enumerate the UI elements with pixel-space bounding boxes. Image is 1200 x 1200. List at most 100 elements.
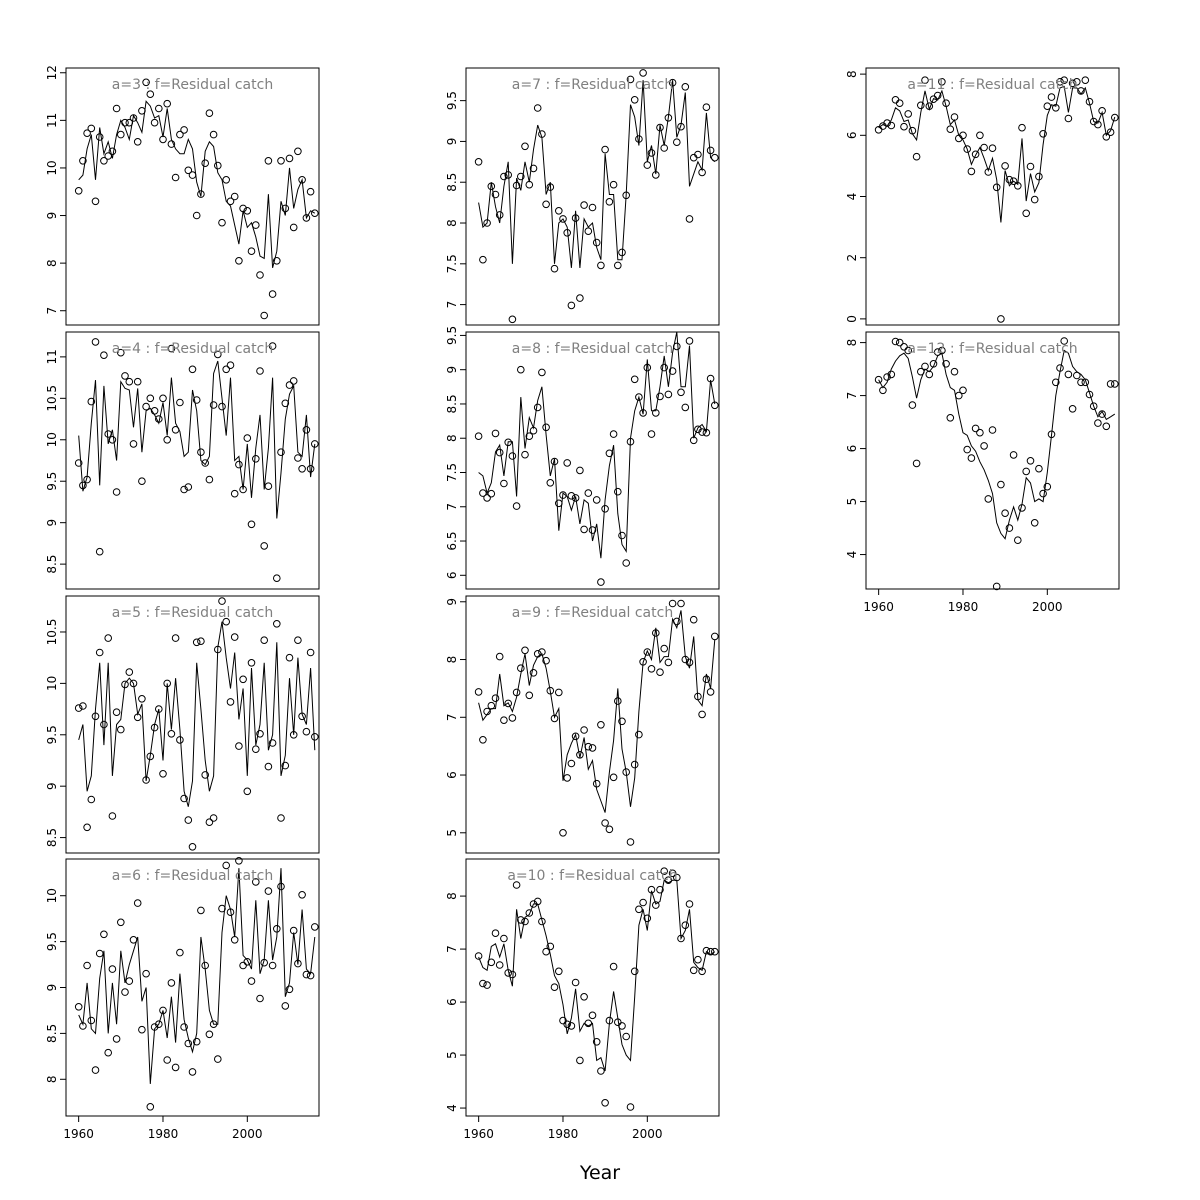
data-point [91, 712, 100, 721]
y-tick-label: 9.5 [445, 326, 459, 345]
data-point [100, 157, 108, 165]
data-point [664, 658, 673, 667]
data-point [525, 909, 534, 917]
data-point [622, 768, 631, 776]
data-point [129, 936, 138, 944]
data-point [1026, 162, 1035, 171]
data-point [163, 1056, 171, 1064]
data-point [639, 409, 647, 417]
data-point [614, 1018, 622, 1027]
data-point [285, 381, 294, 389]
data-point [146, 394, 155, 403]
data-point [226, 361, 235, 370]
data-point [1001, 162, 1009, 170]
data-point [605, 1016, 614, 1025]
data-point [614, 261, 622, 270]
data-point [702, 428, 711, 437]
data-point [500, 479, 508, 488]
data-point [508, 452, 517, 460]
data-point [546, 686, 555, 695]
data-point [976, 131, 984, 140]
y-tick-label: 11 [45, 349, 59, 364]
data-point [222, 617, 230, 626]
data-point [626, 1103, 635, 1111]
y-tick-label: 7 [445, 503, 459, 511]
data-point [155, 1020, 163, 1028]
data-point [521, 646, 529, 655]
y-tick-label: 9 [445, 138, 459, 146]
x-tick-label: 1980 [948, 600, 979, 614]
y-tick-label: 10 [45, 432, 59, 447]
y-tick-label: 9.5 [45, 472, 59, 491]
data-point [664, 390, 673, 399]
data-point [479, 979, 487, 988]
data-point [529, 164, 538, 173]
data-point [635, 730, 643, 739]
data-point [992, 582, 1001, 591]
y-tick-label: 9 [45, 984, 59, 992]
data-point [142, 969, 150, 978]
data-point [988, 426, 997, 434]
data-point [971, 424, 980, 433]
data-point [252, 221, 260, 229]
data-point [567, 759, 576, 768]
data-point [142, 402, 150, 411]
data-point [576, 751, 584, 759]
data-point [550, 264, 559, 273]
data-point [660, 867, 669, 876]
data-point [117, 348, 125, 357]
data-point [268, 290, 277, 298]
x-tick-label: 1960 [863, 600, 894, 614]
data-point [298, 712, 306, 721]
y-tick-label: 5 [445, 1051, 459, 1059]
data-point [91, 1066, 100, 1074]
data-point [711, 947, 719, 956]
data-point [976, 428, 984, 437]
y-tick-label: 5 [445, 829, 459, 837]
y-tick-label: 6 [445, 998, 459, 1006]
data-point [588, 526, 597, 534]
data-point [155, 415, 163, 423]
panel-2: 8.5 9 9.5 10 10.5 11 a=4 : f=Residual catch [45, 331, 320, 590]
data-point [226, 908, 235, 917]
data-point [959, 131, 967, 140]
data-point [1077, 87, 1085, 95]
data-point [180, 485, 188, 494]
data-point [626, 838, 635, 846]
y-tick-label: 8 [445, 656, 459, 664]
data-point [576, 466, 584, 475]
y-tick-label: 6 [845, 445, 859, 453]
y-tick-label: 7 [445, 945, 459, 953]
data-point [883, 119, 891, 127]
data-point [643, 914, 652, 923]
data-point [129, 114, 138, 122]
data-point [491, 190, 500, 199]
y-tick-label: 10 [45, 888, 59, 903]
data-point [618, 531, 626, 540]
fitted-line [478, 879, 716, 1072]
data-point [256, 367, 264, 375]
data-point [656, 668, 664, 677]
data-point [483, 707, 491, 716]
data-point [188, 843, 197, 851]
data-point [946, 414, 955, 422]
data-point [108, 965, 117, 973]
data-point [685, 658, 694, 667]
data-point [159, 770, 167, 778]
data-point [74, 459, 83, 467]
data-point [580, 993, 588, 1001]
data-point [504, 699, 513, 708]
plot-frame [65, 331, 320, 590]
data-point [626, 437, 635, 446]
data-point [218, 402, 226, 411]
data-point [635, 393, 643, 401]
data-point [83, 961, 91, 970]
data-point [1056, 78, 1064, 86]
data-point [500, 934, 508, 943]
y-tick-label: 8.5 [445, 173, 459, 192]
y-tick-label: 10.5 [45, 619, 59, 646]
data-point [268, 961, 277, 970]
data-point [235, 257, 243, 265]
data-point [1043, 482, 1052, 491]
data-point [592, 238, 601, 247]
